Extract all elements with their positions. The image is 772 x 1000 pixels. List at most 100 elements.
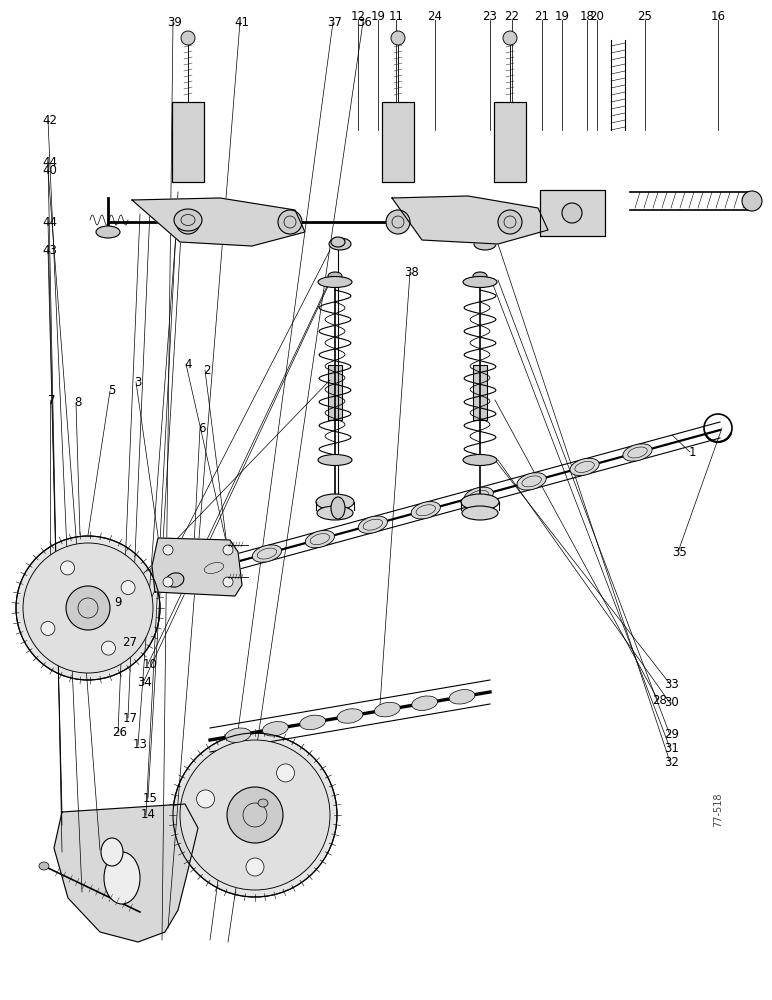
Text: 16: 16 [710,10,726,23]
Ellipse shape [101,838,123,866]
Circle shape [60,561,75,575]
Ellipse shape [623,444,652,461]
Ellipse shape [463,276,497,288]
Bar [172,102,204,182]
Ellipse shape [318,454,352,466]
Circle shape [66,586,110,630]
Circle shape [197,790,215,808]
Text: 42: 42 [42,113,57,126]
Text: 6: 6 [198,422,206,434]
Ellipse shape [374,702,400,717]
Polygon shape [392,196,548,244]
Polygon shape [152,538,242,596]
Text: 37: 37 [327,15,343,28]
Text: 7: 7 [48,393,56,406]
Text: 12: 12 [350,10,365,23]
Ellipse shape [331,237,345,247]
Ellipse shape [328,272,342,280]
Ellipse shape [517,473,547,490]
Circle shape [173,733,337,897]
Text: 38: 38 [405,265,419,278]
Text: 77-518: 77-518 [713,793,723,827]
Text: 8: 8 [74,396,82,410]
Circle shape [562,203,582,223]
Text: 30: 30 [665,696,679,710]
Text: 22: 22 [504,10,520,23]
Ellipse shape [318,276,352,288]
Text: 18: 18 [580,10,594,23]
Text: 14: 14 [141,808,155,822]
Circle shape [278,210,302,234]
Ellipse shape [449,690,475,704]
Circle shape [101,641,116,655]
Text: 32: 32 [665,756,679,768]
Text: 27: 27 [123,637,137,650]
Circle shape [180,740,330,890]
Ellipse shape [199,559,229,577]
Bar [494,102,526,182]
Text: 23: 23 [482,10,497,23]
Circle shape [41,621,55,635]
Ellipse shape [331,497,345,519]
Circle shape [176,210,200,234]
Text: 29: 29 [665,728,679,742]
Ellipse shape [166,573,184,587]
Text: 43: 43 [42,243,57,256]
Text: 39: 39 [168,15,182,28]
Polygon shape [132,198,305,246]
Circle shape [23,543,153,673]
Circle shape [163,577,173,587]
Ellipse shape [461,494,499,510]
Circle shape [503,31,517,45]
Circle shape [246,858,264,876]
Ellipse shape [225,728,251,742]
Ellipse shape [305,530,334,548]
Text: 25: 25 [638,10,652,23]
Text: 17: 17 [123,712,137,724]
Text: 44: 44 [42,155,57,168]
Text: 9: 9 [114,595,122,608]
Polygon shape [54,804,198,942]
Text: 13: 13 [133,738,147,752]
Text: 36: 36 [357,15,372,28]
Ellipse shape [174,209,202,231]
Ellipse shape [329,238,351,250]
Ellipse shape [463,454,497,466]
Text: 40: 40 [42,163,57,176]
Text: 4: 4 [185,358,191,370]
Ellipse shape [300,715,326,730]
Bar [473,365,487,420]
Circle shape [16,536,160,680]
Ellipse shape [258,799,268,807]
Circle shape [391,31,405,45]
Ellipse shape [464,487,493,504]
Text: 3: 3 [134,375,142,388]
Ellipse shape [358,516,388,533]
Ellipse shape [570,458,599,476]
Ellipse shape [104,852,140,904]
Ellipse shape [474,238,496,250]
Text: 10: 10 [143,658,157,670]
Ellipse shape [337,709,363,723]
Circle shape [121,581,135,595]
Circle shape [223,545,233,555]
Ellipse shape [742,191,762,211]
Ellipse shape [462,506,498,520]
Text: 41: 41 [235,15,249,28]
Ellipse shape [252,545,282,562]
Text: 44: 44 [42,216,57,229]
Text: 21: 21 [534,10,550,23]
Text: 33: 33 [665,678,679,690]
Text: 35: 35 [672,546,687,558]
Bar [328,365,342,420]
Text: 19: 19 [371,10,385,23]
Ellipse shape [262,722,288,736]
Text: 2: 2 [203,363,211,376]
Bar [540,190,605,236]
Circle shape [276,764,295,782]
Text: 19: 19 [554,10,570,23]
Circle shape [386,210,410,234]
Text: 31: 31 [665,742,679,754]
Text: 5: 5 [108,384,116,397]
Circle shape [227,787,283,843]
